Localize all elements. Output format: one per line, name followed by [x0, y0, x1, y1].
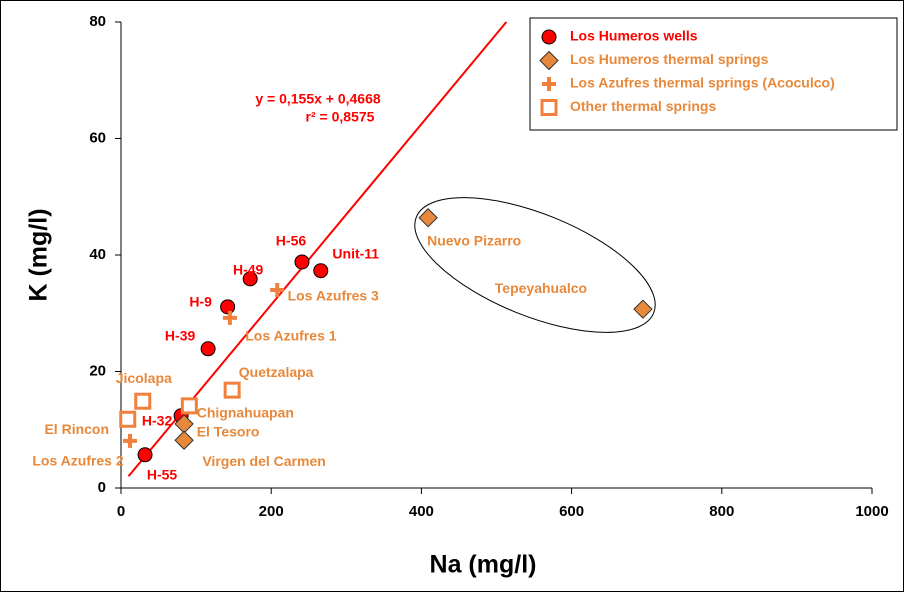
point — [540, 99, 558, 116]
legend-label: Los Humeros wells — [570, 28, 698, 44]
point — [134, 392, 152, 410]
point-label: Jicolapa — [116, 370, 172, 386]
point — [270, 282, 285, 297]
point — [541, 29, 557, 45]
x-axis-title: Na (mg/l) — [430, 551, 537, 579]
point-label: H-9 — [189, 294, 212, 310]
point — [174, 430, 194, 450]
point — [633, 299, 653, 319]
point — [119, 410, 137, 428]
point-label: Nuevo Pizarro — [427, 232, 521, 248]
x-tick-label: 200 — [259, 503, 284, 520]
x-tick-label: 1000 — [855, 503, 888, 520]
point-label: El Rincon — [44, 421, 109, 437]
point — [123, 433, 138, 448]
point-label: Unit-11 — [332, 245, 379, 261]
y-tick-label: 0 — [98, 479, 106, 496]
legend-label: Other thermal springs — [570, 98, 716, 114]
point-label: Virgen del Carmen — [202, 453, 325, 469]
fit-r2: r² = 0,8575 — [306, 109, 375, 125]
point-label: H-32 — [142, 412, 173, 428]
point-label: H-55 — [147, 467, 178, 483]
y-tick-label: 80 — [89, 13, 106, 30]
point-label: Chignahuapan — [197, 405, 294, 421]
point — [313, 263, 329, 279]
legend-label: Los Azufres thermal springs (Acoculco) — [570, 75, 835, 91]
y-axis-title: K (mg/l) — [25, 208, 53, 301]
point-label: Los Azufres 2 — [32, 453, 123, 469]
x-tick-label: 800 — [709, 503, 734, 520]
point — [137, 447, 153, 463]
point — [294, 254, 310, 270]
y-tick-label: 20 — [89, 362, 106, 379]
x-tick-label: 600 — [559, 503, 584, 520]
point — [200, 341, 216, 357]
fit-equation: y = 0,155x + 0,4668 — [255, 91, 381, 107]
point-label: H-56 — [276, 233, 307, 249]
legend-box — [529, 17, 898, 131]
point — [222, 310, 237, 325]
point — [242, 271, 258, 287]
point-label: H-39 — [165, 327, 196, 343]
point — [542, 77, 556, 91]
group-ellipse — [414, 197, 656, 333]
x-tick-label: 0 — [117, 503, 125, 520]
legend-label: Los Humeros thermal springs — [570, 51, 769, 67]
point — [418, 208, 438, 228]
point-label: Los Azufres 3 — [288, 288, 379, 304]
y-tick-label: 60 — [89, 129, 106, 146]
x-tick-label: 400 — [409, 503, 434, 520]
point-label: Tepeyahualco — [495, 280, 587, 296]
point-label: Quetzalapa — [239, 364, 314, 380]
point — [223, 381, 241, 399]
point-label: Los Azufres 1 — [245, 328, 336, 344]
point-label: El Tesoro — [197, 424, 260, 440]
point — [220, 299, 236, 315]
point — [180, 397, 198, 415]
y-tick-label: 40 — [89, 246, 106, 263]
point-label: H-49 — [233, 262, 264, 278]
point — [539, 50, 559, 71]
